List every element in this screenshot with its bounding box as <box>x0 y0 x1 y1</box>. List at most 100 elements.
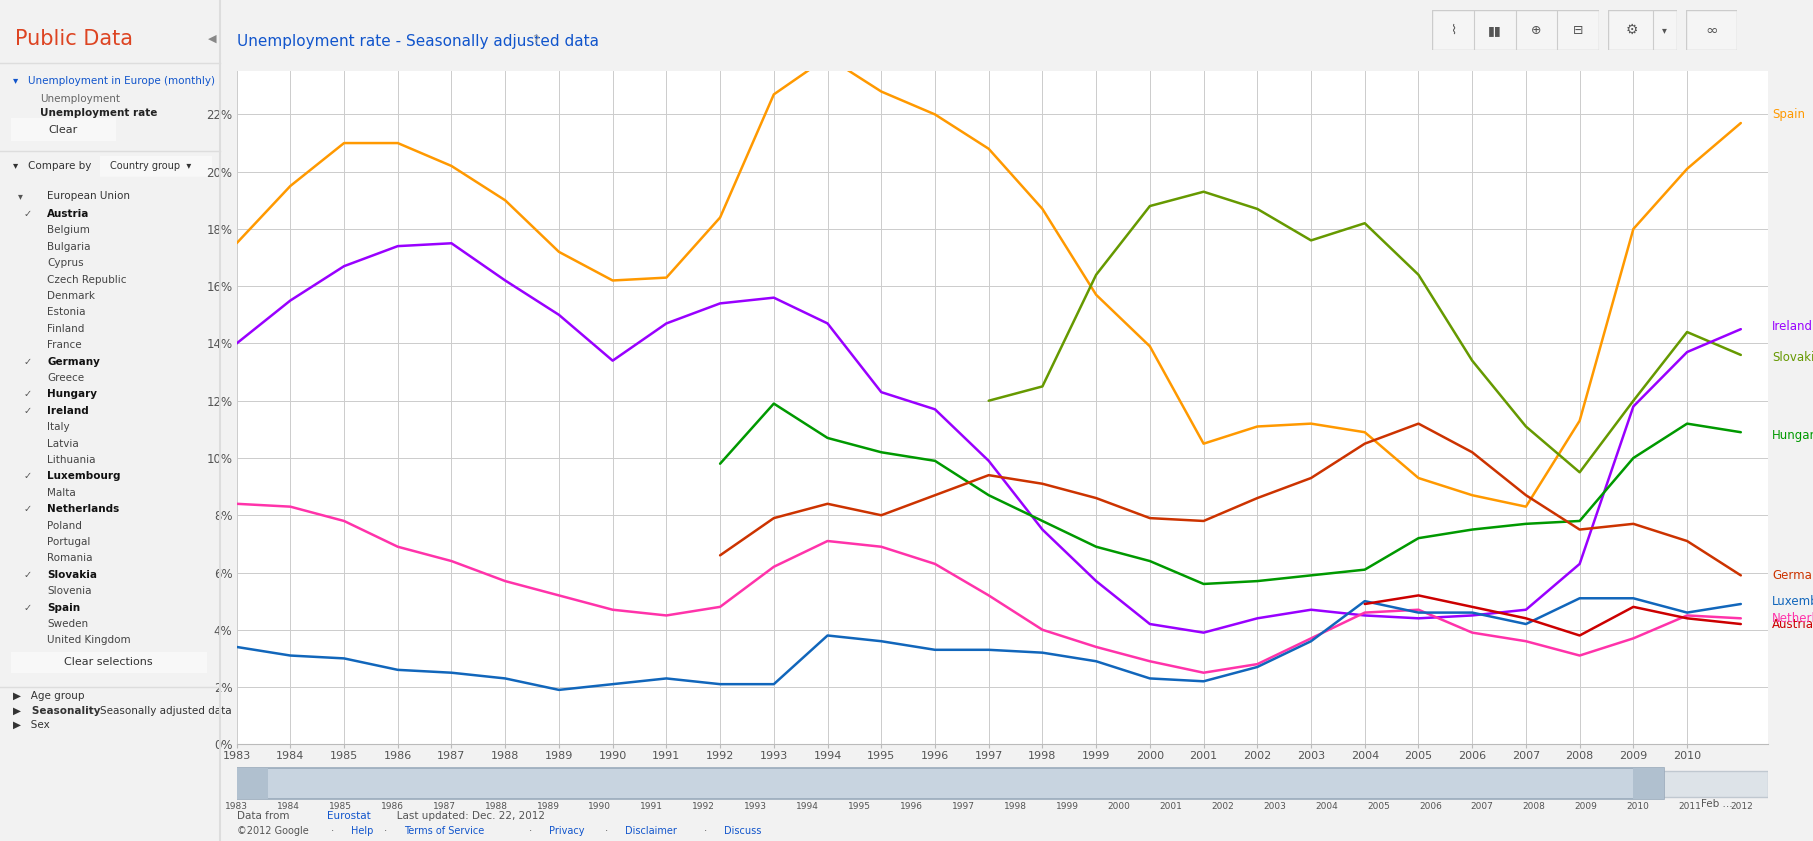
Text: ▾   Unemployment in Europe (monthly): ▾ Unemployment in Europe (monthly) <box>13 76 214 86</box>
Text: 2002: 2002 <box>1211 802 1235 812</box>
Text: ·: · <box>381 826 390 836</box>
Text: ·: · <box>602 826 611 836</box>
Text: Slovakia: Slovakia <box>47 570 98 579</box>
Text: 1995: 1995 <box>848 802 870 812</box>
FancyBboxPatch shape <box>2 651 216 674</box>
Text: Ireland: Ireland <box>47 405 89 415</box>
Text: ©2012 Google: ©2012 Google <box>238 826 308 836</box>
Text: ∞: ∞ <box>1704 23 1719 38</box>
Text: Slovenia: Slovenia <box>47 586 92 596</box>
Text: 2008: 2008 <box>1523 802 1545 812</box>
Text: 2011: 2011 <box>1679 802 1701 812</box>
FancyBboxPatch shape <box>2 116 125 143</box>
Text: ✓: ✓ <box>24 471 31 481</box>
Text: Netherlands: Netherlands <box>47 504 120 514</box>
Text: 2010: 2010 <box>1626 802 1650 812</box>
Text: ?: ? <box>533 34 538 46</box>
Bar <box>1634 769 1664 799</box>
Text: 1993: 1993 <box>743 802 767 812</box>
Text: 1990: 1990 <box>589 802 611 812</box>
Text: ✓: ✓ <box>24 389 31 399</box>
Text: Feb ...: Feb ... <box>1701 799 1731 809</box>
Text: France: France <box>47 340 82 350</box>
Text: 2000: 2000 <box>1108 802 1129 812</box>
Text: 1983: 1983 <box>225 802 248 812</box>
Bar <box>236 769 268 799</box>
Text: 1984: 1984 <box>277 802 299 812</box>
Text: 2001: 2001 <box>1159 802 1182 812</box>
Text: 1988: 1988 <box>484 802 508 812</box>
Text: Lithuania: Lithuania <box>47 455 96 465</box>
Text: 1989: 1989 <box>537 802 560 812</box>
Text: United Kingdom: United Kingdom <box>47 636 131 645</box>
Text: Data from: Data from <box>238 811 292 821</box>
Text: 1997: 1997 <box>952 802 975 812</box>
Text: Germany: Germany <box>47 357 100 367</box>
Text: Unemployment: Unemployment <box>40 94 120 104</box>
Text: Poland: Poland <box>47 521 82 531</box>
Text: 1998: 1998 <box>1004 802 1026 812</box>
Text: ▶   Age group: ▶ Age group <box>13 691 83 701</box>
Text: ◀: ◀ <box>208 34 218 44</box>
Text: Public Data: Public Data <box>15 29 132 50</box>
Text: Portugal: Portugal <box>47 537 91 547</box>
Text: Country group  ▾: Country group ▾ <box>109 161 190 171</box>
Text: Spain: Spain <box>47 602 80 612</box>
Text: Hungary: Hungary <box>1771 429 1813 442</box>
Text: ▮▮: ▮▮ <box>1488 24 1501 37</box>
Text: Denmark: Denmark <box>47 291 94 301</box>
Text: ✓: ✓ <box>24 570 31 579</box>
Text: ✓: ✓ <box>24 209 31 219</box>
Text: ✓: ✓ <box>24 602 31 612</box>
Text: Last updated: Dec. 22, 2012: Last updated: Dec. 22, 2012 <box>388 811 546 821</box>
Text: Seasonally adjusted data: Seasonally adjusted data <box>100 706 232 716</box>
Text: Luxembourg: Luxembourg <box>1771 595 1813 608</box>
Text: Unemployment rate: Unemployment rate <box>40 108 158 118</box>
Text: Austria: Austria <box>47 209 89 219</box>
Text: European Union: European Union <box>47 191 131 201</box>
Text: Sweden: Sweden <box>47 619 89 629</box>
Text: Ireland: Ireland <box>1771 320 1813 333</box>
Text: 2012: 2012 <box>1730 802 1753 812</box>
Text: Italy: Italy <box>47 422 69 432</box>
Text: 1996: 1996 <box>899 802 923 812</box>
Text: Belgium: Belgium <box>47 225 91 235</box>
Text: Privacy: Privacy <box>549 826 584 836</box>
Text: Germany: Germany <box>1771 569 1813 582</box>
Text: Help: Help <box>352 826 373 836</box>
Text: 2004: 2004 <box>1314 802 1338 812</box>
Text: 2005: 2005 <box>1367 802 1391 812</box>
Text: ▶   Seasonality: ▶ Seasonality <box>13 706 100 716</box>
Text: Discuss: Discuss <box>723 826 761 836</box>
Text: ▾: ▾ <box>18 191 24 201</box>
Text: 1992: 1992 <box>693 802 714 812</box>
Text: 2009: 2009 <box>1574 802 1597 812</box>
Text: Hungary: Hungary <box>47 389 98 399</box>
Text: Cyprus: Cyprus <box>47 258 83 268</box>
Bar <box>236 771 1768 796</box>
Text: Spain: Spain <box>1771 108 1806 121</box>
Text: Greece: Greece <box>47 373 83 383</box>
Text: ▶   Sex: ▶ Sex <box>13 720 49 730</box>
Text: Finland: Finland <box>47 324 85 334</box>
Text: Slovakia: Slovakia <box>1771 352 1813 364</box>
Text: 2006: 2006 <box>1420 802 1441 812</box>
Text: ⊕: ⊕ <box>1532 24 1541 37</box>
Text: 1985: 1985 <box>328 802 352 812</box>
Text: Eurostat: Eurostat <box>326 811 372 821</box>
Text: Bulgaria: Bulgaria <box>47 242 91 251</box>
Text: Disclaimer: Disclaimer <box>625 826 676 836</box>
Text: 1991: 1991 <box>640 802 664 812</box>
Text: ·: · <box>526 826 535 836</box>
Text: Malta: Malta <box>47 488 76 498</box>
Text: 2007: 2007 <box>1470 802 1494 812</box>
Text: ✓: ✓ <box>24 504 31 514</box>
Text: ·: · <box>328 826 337 836</box>
Text: 2003: 2003 <box>1264 802 1285 812</box>
Text: Luxembourg: Luxembourg <box>47 471 121 481</box>
Text: 1999: 1999 <box>1055 802 1079 812</box>
Text: ▾   Compare by: ▾ Compare by <box>13 161 91 172</box>
Text: 1986: 1986 <box>381 802 404 812</box>
Text: Clear selections: Clear selections <box>65 658 152 667</box>
Text: ⊟: ⊟ <box>1574 24 1583 37</box>
